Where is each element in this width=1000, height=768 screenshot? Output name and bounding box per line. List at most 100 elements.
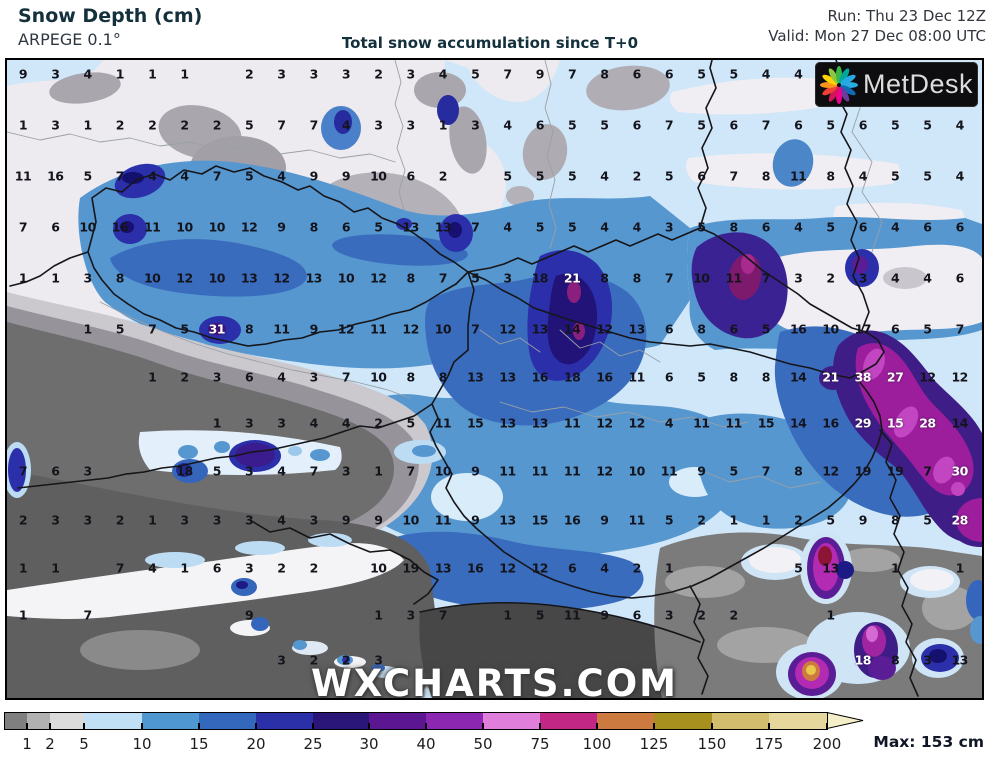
grid-value: 18 [531,270,549,286]
grid-value: 7 [503,66,512,82]
grid-value: 7 [438,607,448,623]
grid-value: 12 [628,415,645,431]
metdesk-logo: MetDesk [815,62,978,107]
grid-value: 5 [923,512,932,528]
grid-value: 13 [822,560,839,576]
grid-value: 4 [341,415,351,431]
grid-value: 9 [600,607,609,623]
grid-value: 16 [531,369,549,385]
grid-value: 12 [596,415,613,431]
colorbar-label: 40 [416,735,436,753]
grid-value: 9 [374,512,383,528]
grid-value: 9 [18,66,28,82]
grid-value: 4 [277,512,286,528]
grid-value: 10 [370,369,387,385]
grid-value: 6 [212,560,222,576]
grid-value: 3 [277,66,286,82]
grid-value: 1 [51,270,60,286]
colorbar-segment [654,713,712,729]
colorbar-tick [368,723,370,729]
grid-value: 2 [277,560,286,576]
grid-value: 8 [697,321,706,337]
grid-value: 4 [277,463,286,479]
grid-value: 9 [535,66,545,82]
grid-value: 7 [471,321,480,337]
grid-value: 3 [406,607,415,623]
grid-value: 5 [535,168,545,184]
grid-value: 6 [535,117,545,133]
grid-value: 5 [471,66,480,82]
grid-value: 2 [697,512,706,528]
page-title: Snow Depth (cm) [18,5,203,27]
grid-value: 13 [531,415,549,431]
grid-value: 3 [277,652,286,668]
grid-value: 27 [886,369,904,385]
grid-value: 4 [600,168,609,184]
grid-value: 5 [890,117,900,133]
grid-value: 6 [794,117,803,133]
grid-value: 13 [434,219,452,235]
colorbar-label: 15 [189,735,209,753]
run-label: Run: Thu 23 Dec 12Z [827,7,986,25]
grid-value: 16 [822,415,839,431]
grid-value: 3 [341,463,351,479]
grid-value: 4 [794,66,803,82]
grid-value: 2 [115,117,125,133]
grid-value: 12 [370,270,387,286]
grid-value: 7 [567,66,577,82]
grid-value: 6 [406,168,415,184]
grid-value: 11 [725,270,742,286]
grid-value: 7 [761,270,771,286]
grid-value: 3 [51,512,60,528]
grid-value: 12 [176,270,193,286]
grid-value: 19 [854,463,872,479]
grid-value: 3 [406,117,415,133]
grid-value: 6 [761,219,771,235]
colorbar-tick [425,723,427,729]
grid-value: 5 [83,168,92,184]
grid-value: 8 [600,66,609,82]
grid-value: 10 [822,321,839,337]
grid-value: 7 [277,117,286,133]
colorbar-tick [26,723,28,729]
grid-value: 1 [83,117,92,133]
colorbar-segment [84,713,142,729]
grid-value: 5 [697,369,706,385]
colorbar-segment [5,713,27,729]
grid-value: 7 [212,168,222,184]
grid-value: 9 [341,168,351,184]
grid-value: 14 [789,369,807,385]
grid-value: 10 [370,168,387,184]
grid-value: 11 [14,168,32,184]
colorbar-segment [50,713,84,729]
grid-value: 9 [277,219,286,235]
grid-value: 7 [309,463,319,479]
grid-value: 6 [632,117,642,133]
grid-value: 18 [563,369,581,385]
grid-value: 11 [143,219,161,235]
grid-value: 5 [535,607,545,623]
grid-value: 12 [402,321,419,337]
grid-value: 2 [18,512,28,528]
model-label: ARPEGE 0.1° [18,30,121,49]
grid-value: 5 [664,168,674,184]
grid-value: 3 [83,463,92,479]
grid-value: 11 [563,607,581,623]
grid-value: 1 [148,66,157,82]
grid-value: 11 [531,463,549,479]
grid-value: 6 [51,219,60,235]
map-borders [7,60,919,697]
grid-value: 2 [148,117,157,133]
grid-value: 16 [111,219,129,235]
grid-value: 1 [180,66,189,82]
colorbar-segment [256,713,313,729]
map-terrain [7,60,982,698]
grid-value: 6 [632,66,642,82]
valid-label: Valid: Mon 27 Dec 08:00 UTC [768,27,986,45]
grid-value: 8 [890,652,900,668]
grid-value: 7 [406,463,415,479]
grid-value: 3 [664,607,674,623]
colorbar-tick [255,723,257,729]
